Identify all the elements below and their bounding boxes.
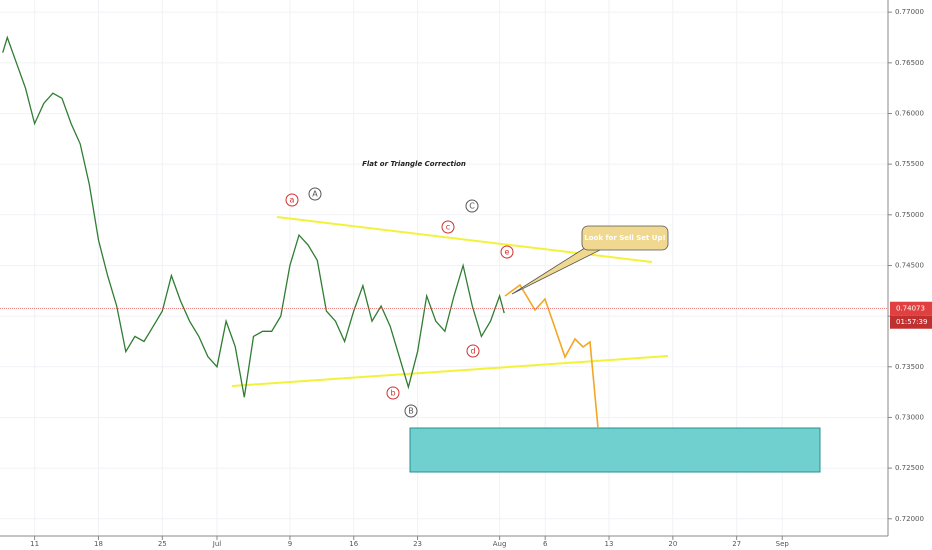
wave-marker [500,245,514,259]
x-tick-label: Jul [212,540,222,548]
wave-label: b [390,389,395,398]
x-tick-label: Aug [493,540,507,548]
y-tick-label: 0.72500 [895,464,924,472]
y-tick-label: 0.74500 [895,261,924,269]
wave-marker [308,187,322,201]
wave-label: B [408,407,414,416]
lower-trendline [231,355,669,387]
countdown-badge [890,315,932,329]
wave-marker [441,220,455,234]
wave-label: c [446,223,450,232]
price-line [2,35,505,398]
target-zone [409,427,821,473]
x-tick-label: 25 [158,540,167,548]
y-tick-label: 0.73500 [895,363,924,371]
wave-marker [285,193,299,207]
countdown-label: 01:57:39 [896,318,927,326]
wave-label: C [469,202,475,211]
y-tick-label: 0.72000 [895,515,924,523]
y-tick-label: 0.76000 [895,109,924,117]
y-tick-label: 0.77000 [895,8,924,16]
projection-path [504,283,599,429]
y-tick-label: 0.75000 [895,211,924,219]
x-tick-label: 18 [94,540,103,548]
callout-box [581,225,669,251]
y-tick-label: 0.73000 [895,413,924,421]
wave-marker [386,386,400,400]
wave-marker [466,344,480,358]
wave-marker [404,404,418,418]
wave-label: d [470,347,475,356]
wave-marker [465,199,479,213]
x-tick-label: 27 [732,540,741,548]
x-tick-label: 23 [413,540,422,548]
wave-label: A [312,190,318,199]
callout-text: Look for Sell Set Up! [584,234,665,242]
wave-label: e [505,248,510,257]
last-price-badge [890,301,932,316]
chart-title: Flat or Triangle Correction [362,160,466,168]
x-tick-label: Sep [776,540,790,548]
last-price-label: 0.74073 [896,305,925,313]
x-tick-label: 13 [605,540,614,548]
y-tick-label: 0.76500 [895,59,924,67]
price-axis [890,0,932,550]
x-tick-label: 16 [349,540,358,548]
x-tick-label: 9 [288,540,292,548]
x-tick-label: 6 [543,540,548,548]
x-tick-label: 20 [668,540,677,548]
x-tick-label: 11 [30,540,39,548]
y-tick-label: 0.75500 [895,160,924,168]
wave-label: a [290,196,295,205]
